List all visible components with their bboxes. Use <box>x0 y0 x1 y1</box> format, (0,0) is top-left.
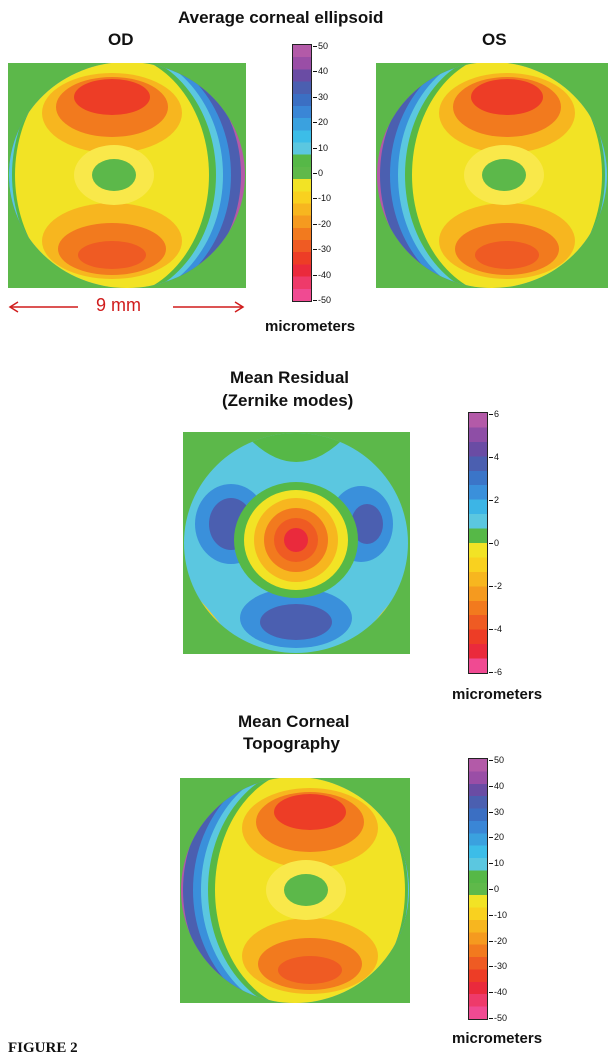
colorbar-tick-mark <box>313 96 317 98</box>
colorbar-tick-label: 10 <box>494 858 505 869</box>
units-label-top: micrometers <box>265 318 356 335</box>
colorbar-tick-label: 2 <box>494 495 500 505</box>
title-topo-line1: Mean Corneal <box>238 712 350 731</box>
mean-topography-map <box>180 778 410 1003</box>
colorbar-tick-mark <box>489 457 493 458</box>
colorbar-tick-mark <box>489 672 493 673</box>
colorbar-tick-label: 40 <box>494 780 505 791</box>
colorbar-tick-label: 20 <box>494 832 505 843</box>
colorbar-tick-mark <box>489 760 493 761</box>
colorbar-tick-label: 0 <box>494 884 500 894</box>
colorbar-tick-label: 50 <box>318 41 329 51</box>
title-residual-line2: (Zernike modes) <box>222 391 354 410</box>
colorbar-tick-label: -2 <box>494 581 503 591</box>
colorbar-tick-mark <box>489 992 493 994</box>
scale-label: 9 mm <box>96 295 141 315</box>
colorbar-tick-mark <box>489 629 493 630</box>
colorbar-tick-label: -40 <box>494 987 508 998</box>
colorbar-tick-mark <box>313 122 317 124</box>
colorbar-tick-label: -30 <box>494 961 508 972</box>
figure-caption: FIGURE 2 <box>8 1040 78 1056</box>
colorbar-tick-mark <box>313 198 317 200</box>
scale-arrow: 9 mm <box>8 295 246 318</box>
colorbar-tick-label: -20 <box>318 218 332 229</box>
colorbar-tick-mark <box>313 147 317 149</box>
colorbar-tick-label: 10 <box>318 142 329 153</box>
colorbar-tick-label: -50 <box>494 1013 508 1023</box>
colorbar-tick-mark <box>489 785 493 787</box>
colorbar-tick-label: -20 <box>494 935 508 946</box>
colorbar-tick-mark <box>489 543 493 544</box>
colorbar-tick-label: 50 <box>494 755 505 765</box>
colorbar-tick-label: 0 <box>318 168 324 178</box>
colorbar-tick-mark <box>489 500 493 501</box>
colorbar-gradient <box>292 44 312 302</box>
colorbar-tick-label: 30 <box>494 806 505 817</box>
od-topography-map <box>8 63 246 288</box>
colorbar-tick-label: -10 <box>318 193 332 204</box>
colorbar-tick-label: -40 <box>318 269 332 280</box>
colorbar-tick-mark <box>489 914 493 916</box>
colorbar-tick-mark <box>313 173 317 174</box>
units-label-bottom: micrometers <box>452 1030 543 1047</box>
colorbar-tick-mark <box>313 300 317 301</box>
colorbar-tick-mark <box>489 889 493 890</box>
colorbar-tick-label: 40 <box>318 66 329 77</box>
os-topography-map <box>376 63 608 288</box>
label-os: OS <box>482 30 507 49</box>
colorbar-tick-mark <box>313 71 317 73</box>
colorbar-tick-label: -6 <box>494 667 503 677</box>
colorbar-tick-mark <box>313 223 317 225</box>
title-average-ellipsoid: Average corneal ellipsoid <box>178 8 384 27</box>
colorbar-tick-mark <box>313 274 317 276</box>
label-od: OD <box>108 30 134 49</box>
colorbar-tick-mark <box>489 837 493 839</box>
colorbar-tick-mark <box>313 249 317 251</box>
title-residual-line1: Mean Residual <box>230 368 350 387</box>
residual-zernike-map <box>183 432 410 654</box>
colorbar-tick-label: 6 <box>494 409 500 419</box>
colorbar-tick-mark <box>489 414 493 415</box>
colorbar-residual: 6 4 2 0 -2 -4 -6 <box>468 409 528 677</box>
colorbar-tick-mark <box>313 46 317 47</box>
colorbar-tick-mark <box>489 966 493 968</box>
colorbar-tick-label: -10 <box>494 909 508 920</box>
colorbar-gradient <box>468 758 488 1020</box>
colorbar-tick-label: 0 <box>494 538 500 548</box>
title-topo-line2: Topography <box>243 734 340 753</box>
colorbar-tick-label: 4 <box>494 452 500 462</box>
colorbar-topography: 50 40 30 20 10 0 -10 -20 -30 -40 -50 <box>468 755 528 1023</box>
colorbar-gradient <box>468 412 488 674</box>
colorbar-tick-mark <box>489 863 493 865</box>
colorbar-tick-label: -4 <box>494 624 503 634</box>
colorbar-tick-label: 30 <box>318 91 329 102</box>
colorbar-tick-mark <box>489 811 493 813</box>
colorbar-tick-label: -30 <box>318 244 332 255</box>
colorbar-ellipsoid: 50 40 30 20 10 0 -10 -20 -30 -40 -50 <box>292 41 352 305</box>
colorbar-tick-label: -50 <box>318 295 332 305</box>
colorbar-tick-mark <box>489 940 493 942</box>
units-label-middle: micrometers <box>452 686 543 703</box>
colorbar-tick-mark <box>489 586 493 587</box>
colorbar-tick-label: 20 <box>318 117 329 128</box>
colorbar-tick-mark <box>489 1018 493 1019</box>
